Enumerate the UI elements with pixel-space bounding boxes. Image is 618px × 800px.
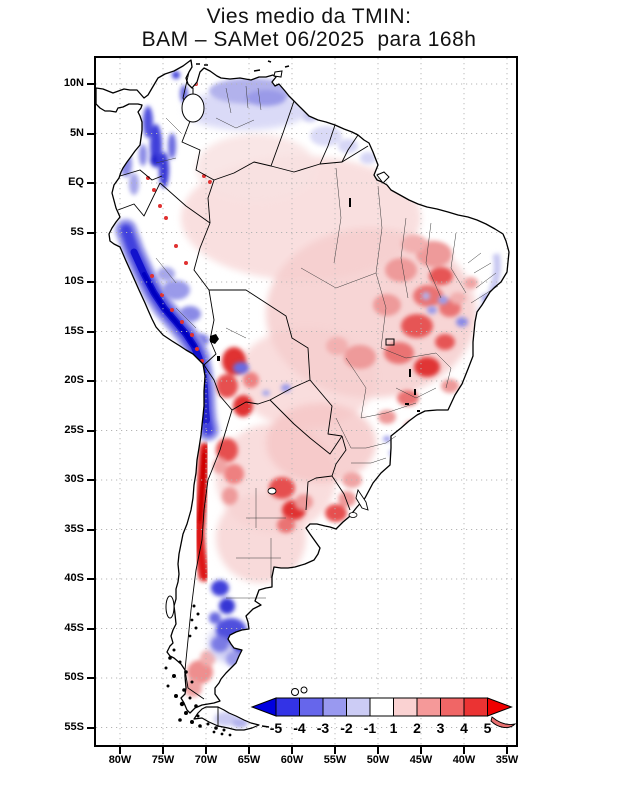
lat-tick-mark (87, 132, 95, 135)
lat-tick-mark (87, 231, 95, 234)
lon-tick-label: 60W (280, 754, 304, 766)
lake-maracaibo (181, 93, 205, 123)
colorbar-tick-label: 5 (484, 720, 492, 736)
lat-tick-mark (87, 182, 95, 184)
lon-tick-mark (205, 747, 207, 754)
mar-chiquita-lake (267, 487, 277, 495)
colorbar-legend: -5 -4 -3 -2 -1 1 2 3 4 5 (250, 697, 513, 736)
lat-tick-mark (87, 726, 95, 729)
map-title-line1: Vies medio da TMIN: (206, 5, 412, 28)
lat-tick-label: 20S (64, 374, 84, 386)
lon-tick-label: 65W (237, 754, 261, 766)
lagoa-dos-patos (355, 488, 369, 511)
lon-tick-mark (119, 747, 121, 754)
lake-poopo (217, 356, 220, 361)
lat-tick-mark (87, 380, 95, 382)
lat-tick-mark (87, 677, 95, 679)
colorbar-arrow (487, 697, 513, 717)
lon-tick-mark (420, 747, 422, 754)
lakes-and-islands (164, 60, 516, 737)
lon-tick-mark (377, 747, 379, 754)
lon-tick-mark (334, 747, 336, 754)
lat-tick-label: 25S (64, 423, 84, 436)
chiloe-island (165, 595, 175, 619)
lon-tick-label: 80W (108, 754, 132, 766)
lon-tick-label: 50W (366, 754, 390, 766)
colorbar-cell (416, 697, 441, 717)
lon-tick-mark (463, 747, 465, 754)
colorbar-tick-label: 3 (437, 720, 445, 736)
lat-tick-mark (87, 479, 95, 481)
south-georgia-island (490, 716, 516, 728)
lat-tick-label: 5N (69, 126, 84, 139)
lat-tick-label: 45S (64, 621, 84, 634)
colorbar-cell (463, 697, 488, 717)
lake-titicaca (210, 334, 219, 344)
lon-tick-label: 55W (323, 754, 347, 766)
colorbar-tick-label: -5 (270, 720, 283, 736)
lat-tick-label: 55S (64, 720, 84, 733)
lon-tick-label: 40W (452, 754, 476, 766)
lat-tick-label: 15S (64, 324, 84, 337)
colorbar-cell (346, 697, 371, 717)
lat-tick-mark (87, 330, 95, 333)
colorbar-arrow (250, 697, 277, 717)
lat-tick-label: 30S (64, 473, 84, 485)
distrito-federal-outline (385, 338, 395, 346)
lat-tick-mark (87, 83, 95, 85)
marajo-island (376, 171, 390, 184)
colorbar-tick-label: -1 (364, 720, 377, 736)
lat-tick-label: 10S (64, 275, 84, 287)
colorbar-cell (299, 697, 324, 717)
colorbar-tick-label: 4 (460, 720, 468, 736)
map-title-line2: BAM – SAMet 06/2025 para 168h (141, 28, 477, 51)
lat-tick-label: 40S (64, 572, 84, 584)
lat-tick-label: 35S (64, 522, 84, 535)
lon-tick-mark (506, 747, 508, 754)
south-america-map (96, 58, 516, 745)
colorbar-cell (369, 697, 394, 717)
colorbar-cell (322, 697, 347, 717)
lat-tick-mark (87, 578, 95, 580)
fjord-specks (164, 604, 232, 737)
trinidad-island (273, 70, 283, 78)
lat-tick-mark (87, 281, 95, 283)
lon-tick-label: 75W (151, 754, 175, 766)
colorbar-tick-label: -2 (340, 720, 353, 736)
colorbar-cell (275, 697, 300, 717)
lon-tick-mark (291, 747, 293, 754)
colorbar-cell (440, 697, 465, 717)
lon-tick-mark (162, 747, 164, 754)
falkland-west (291, 688, 299, 696)
lon-tick-mark (248, 747, 250, 754)
lat-tick-label: 50S (64, 671, 84, 683)
map-plot-area (94, 56, 518, 747)
lat-tick-label: 10N (63, 77, 84, 89)
lat-tick-mark (87, 429, 95, 432)
lat-tick-label: EQ (68, 176, 84, 188)
state-borders (155, 85, 499, 599)
country-borders (117, 71, 369, 727)
lon-tick-label: 70W (194, 754, 218, 766)
graticule (96, 58, 516, 745)
lat-tick-mark (87, 528, 95, 531)
lagoa-mirim (348, 512, 358, 518)
colorbar-cell (393, 697, 418, 717)
colorbar-tick-label: 1 (390, 720, 398, 736)
colorbar-tick-label: 2 (413, 720, 421, 736)
lon-tick-label: 45W (409, 754, 433, 766)
colorbar-tick-label: -3 (317, 720, 330, 736)
colorbar-tick-label: -4 (293, 720, 306, 736)
lon-tick-label: 35W (495, 754, 519, 766)
lat-tick-mark (87, 627, 95, 630)
lat-tick-label: 5S (70, 225, 84, 238)
falkland-east (300, 686, 308, 694)
